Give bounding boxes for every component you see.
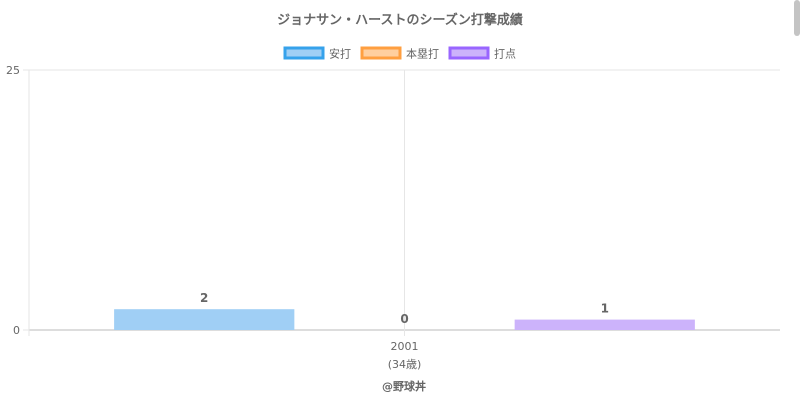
- legend-label-1: 本塁打: [406, 47, 439, 61]
- scrollbar-thumb[interactable]: [794, 0, 800, 36]
- y-tick-labels: 0 25: [6, 64, 20, 337]
- y-tick-label-1: 25: [6, 64, 20, 77]
- legend-swatch-0: [283, 46, 325, 60]
- value-label-1-0: 0: [400, 312, 408, 326]
- x-tick-labels: 2001 (34歳): [388, 340, 422, 371]
- legend-label-2: 打点: [494, 47, 516, 61]
- value-label-2-0: 1: [601, 302, 609, 316]
- chart-title: ジョナサン・ハーストのシーズン打撃成績: [277, 12, 523, 28]
- bar-2-0: [514, 319, 695, 330]
- legend-label-0: 安打: [329, 47, 351, 61]
- x-tick-label-0: 2001: [391, 340, 419, 353]
- credit-label: @野球丼: [382, 379, 426, 393]
- legend-swatch-1: [360, 46, 402, 60]
- value-label-0-0: 2: [200, 291, 208, 305]
- legend-swatch-2: [448, 46, 490, 60]
- bar-0-0: [114, 309, 295, 330]
- bars: [114, 309, 695, 330]
- y-tick-label-0: 0: [13, 324, 20, 337]
- legend: 安打 本塁打 打点: [283, 46, 516, 61]
- x-tick-sublabel-0: (34歳): [388, 358, 422, 371]
- grid: [23, 69, 780, 336]
- value-labels: 2 0 1: [200, 291, 609, 326]
